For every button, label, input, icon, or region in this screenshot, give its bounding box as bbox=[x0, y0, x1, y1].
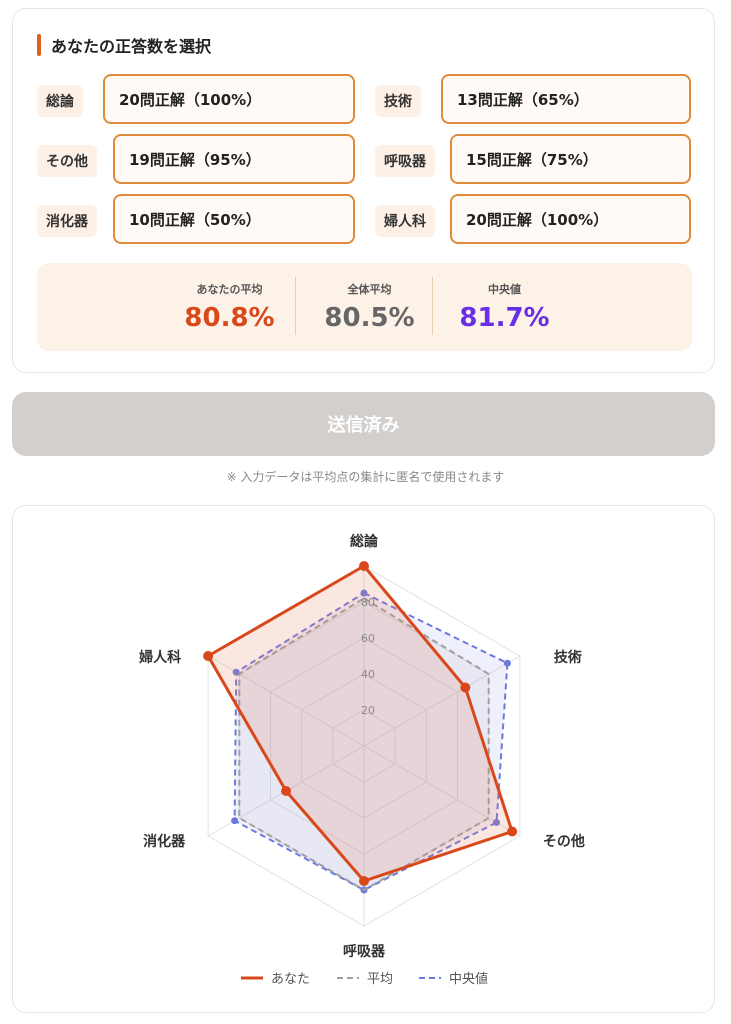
series-median-point bbox=[360, 589, 368, 597]
r-tick-label: 60 bbox=[361, 632, 375, 645]
axis-label: 呼吸器 bbox=[343, 943, 386, 960]
r-tick-label: 20 bbox=[361, 704, 375, 717]
axis-label: その他 bbox=[543, 833, 585, 850]
subject-label-shokaki: 消化器 bbox=[37, 205, 97, 237]
overall-average-label: 全体平均 bbox=[347, 283, 392, 296]
legend-label: 平均 bbox=[367, 972, 393, 987]
series-median-point bbox=[232, 668, 240, 676]
submit-button[interactable]: 送信済み bbox=[12, 392, 715, 456]
answer-select-card: あなたの正答数を選択 総論 20問正解（100%） 技術 13問正解（65%） … bbox=[12, 8, 715, 373]
series-you-area bbox=[206, 564, 514, 883]
subject-select-sōron[interactable]: 20問正解（100%） bbox=[103, 74, 355, 124]
your-average-stat: あなたの平均 80.8% bbox=[167, 263, 292, 351]
subject-label-gijutsu: 技術 bbox=[375, 85, 421, 117]
series-you-point bbox=[359, 561, 369, 571]
series-average-area bbox=[238, 597, 490, 891]
series-you-point bbox=[281, 786, 292, 796]
section-title: あなたの正答数を選択 bbox=[37, 34, 211, 56]
overall-average-value: 80.5% bbox=[324, 303, 415, 333]
stat-divider bbox=[295, 277, 296, 335]
series-median-point bbox=[503, 659, 511, 667]
subject-select-kokyuki[interactable]: 15問正解（75%） bbox=[450, 134, 691, 184]
median-value: 81.7% bbox=[459, 303, 550, 333]
subject-select-sonota[interactable]: 19問正解（95%） bbox=[113, 134, 355, 184]
median-stat: 中央値 81.7% bbox=[442, 263, 567, 351]
your-average-value: 80.8% bbox=[184, 303, 275, 333]
stat-divider bbox=[432, 277, 433, 335]
r-tick-label: 80 bbox=[361, 596, 375, 609]
axis-label: 消化器 bbox=[143, 833, 186, 850]
grid-spoke bbox=[363, 655, 521, 747]
subject-label-kokyuki: 呼吸器 bbox=[375, 145, 435, 177]
axis-label: 総論 bbox=[350, 533, 379, 550]
section-title-text: あなたの正答数を選択 bbox=[51, 37, 212, 56]
radar-chart-card: 20 40 60 80 総論技術その他呼吸器 消化器 婦人科あなた 平均 中央値 bbox=[12, 505, 715, 1013]
stats-summary: あなたの平均 80.8% 全体平均 80.5% 中央値 81.7% bbox=[37, 263, 692, 351]
axis-label: 婦人科 bbox=[138, 649, 181, 666]
r-tick-label: 40 bbox=[361, 668, 375, 681]
series-median-point bbox=[493, 819, 501, 826]
subject-label-sonota: その他 bbox=[37, 145, 97, 177]
title-accent-bar bbox=[37, 34, 41, 56]
subject-select-shokaki[interactable]: 10問正解（50%） bbox=[113, 194, 355, 244]
your-average-label: あなたの平均 bbox=[196, 283, 263, 296]
overall-average-stat: 全体平均 80.5% bbox=[307, 263, 432, 351]
series-median-point bbox=[231, 817, 239, 825]
series-you-point bbox=[203, 651, 214, 661]
median-label: 中央値 bbox=[488, 283, 521, 296]
subject-label-sōron: 総論 bbox=[37, 85, 83, 117]
axis-label: 技術 bbox=[554, 649, 582, 666]
subject-select-gijutsu[interactable]: 13問正解（65%） bbox=[441, 74, 691, 124]
subject-label-fujinka: 婦人科 bbox=[375, 205, 435, 237]
legend-label: あなた bbox=[271, 972, 310, 987]
series-you-point bbox=[460, 682, 471, 693]
series-you-point bbox=[359, 876, 369, 886]
subject-select-fujinka[interactable]: 20問正解（100%） bbox=[450, 194, 691, 244]
legend-label: 中央値 bbox=[449, 971, 488, 987]
anonymous-usage-note: ※ 入力データは平均点の集計に匿名で使用されます bbox=[226, 470, 505, 484]
series-you-point bbox=[507, 826, 518, 837]
